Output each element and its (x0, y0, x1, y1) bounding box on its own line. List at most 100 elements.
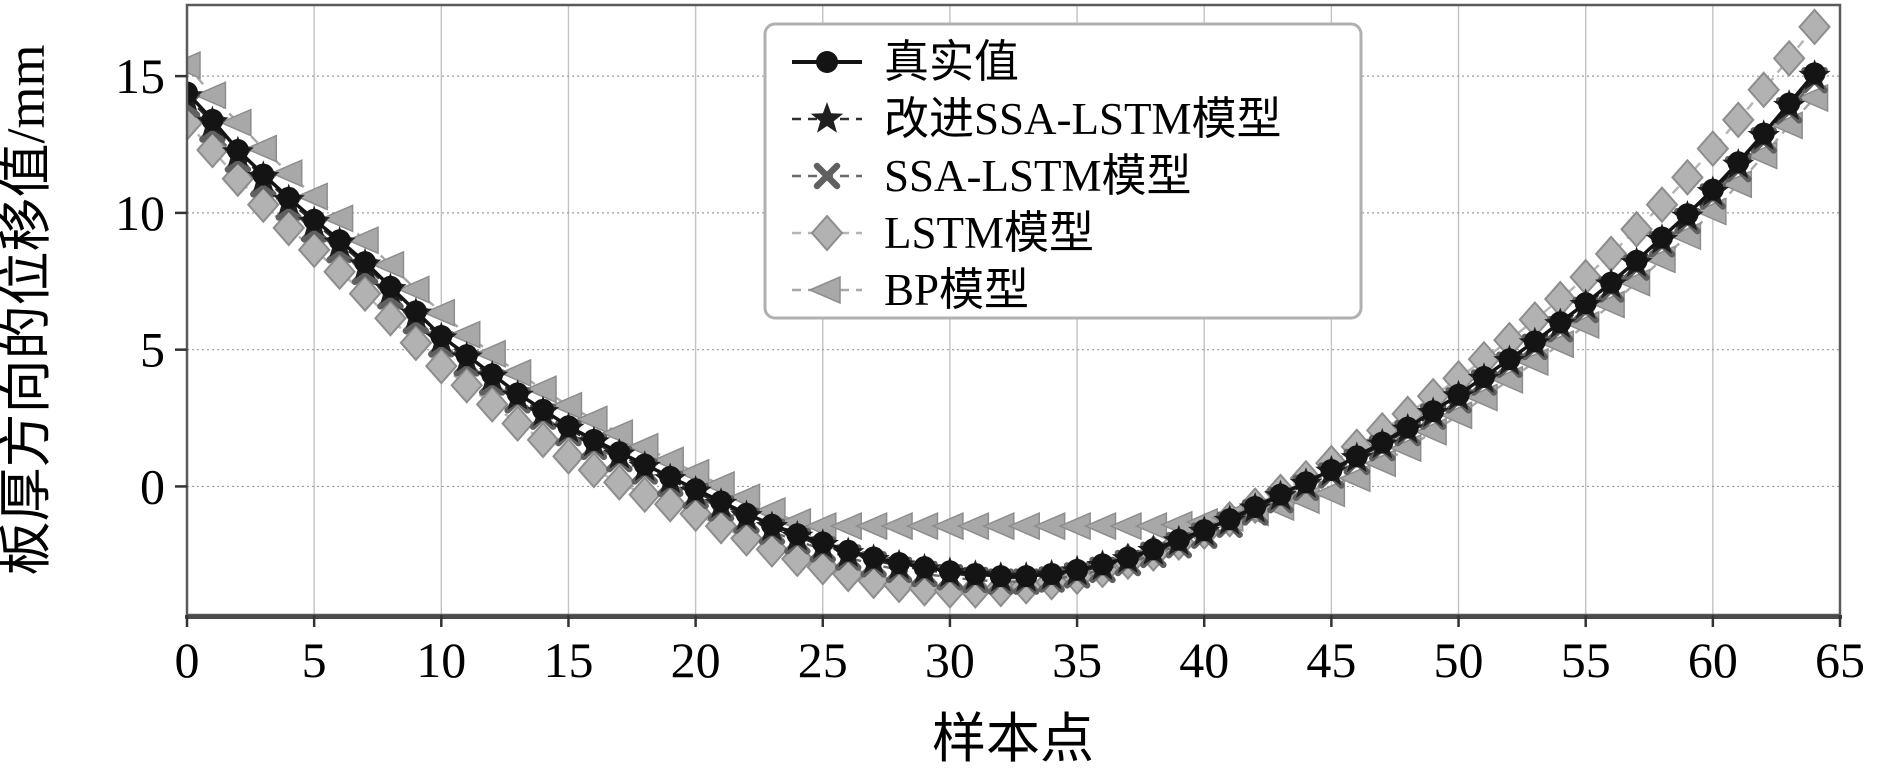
x-tick-label: 35 (1052, 632, 1102, 688)
circle-marker-icon (1396, 416, 1419, 439)
triangle-left-marker-icon (422, 298, 456, 327)
x-marker-icon (813, 162, 841, 190)
legend-label: 真实值 (884, 37, 1019, 87)
series-lstm-markers (187, 8, 1831, 609)
circle-marker-icon (989, 565, 1012, 588)
y-tick-label: 0 (140, 458, 165, 514)
triangle-left-marker-icon (1312, 479, 1346, 508)
x-tick-label: 15 (543, 632, 593, 688)
circle-marker-icon (608, 441, 631, 464)
circle-marker-icon (328, 229, 351, 252)
circle-marker-icon (913, 556, 936, 579)
circle-marker-icon (938, 560, 961, 583)
diamond-marker-icon (1696, 130, 1730, 168)
triangle-left-marker-icon (346, 226, 379, 255)
circle-marker-icon (1193, 519, 1216, 542)
diamond-marker-icon (806, 548, 840, 586)
x-tick-label: 10 (416, 632, 466, 688)
circle-marker-icon (557, 415, 580, 438)
circle-marker-icon (1015, 565, 1038, 588)
diamond-marker-icon (1671, 158, 1704, 196)
circle-marker-icon (303, 208, 326, 231)
triangle-left-marker-icon (320, 204, 354, 233)
series-lstm (187, 8, 1831, 609)
x-tick-label: 0 (175, 632, 200, 688)
diamond-marker-icon (399, 324, 433, 362)
circle-marker-icon (837, 539, 860, 562)
diamond-marker-icon (1620, 210, 1653, 248)
diamond-marker-icon (602, 463, 636, 501)
triangle-left-marker-icon (549, 391, 583, 420)
circle-marker-icon (710, 490, 733, 513)
diamond-marker-icon (272, 209, 306, 247)
circle-marker-icon (1269, 483, 1292, 506)
diamond-marker-icon (628, 476, 662, 514)
x-tick-label: 50 (1434, 632, 1484, 688)
circle-marker-icon (430, 324, 453, 347)
series-true-value-markers (187, 62, 1826, 588)
x-tick-label: 30 (925, 632, 975, 688)
legend-item-true-value: 真实值 (792, 37, 1019, 87)
triangle-left-marker-icon (600, 418, 634, 448)
triangle-left-marker-icon (575, 405, 608, 434)
plot-frame (175, 3, 1842, 627)
y-tick-label: 15 (115, 48, 165, 104)
y-tick-label: 10 (115, 185, 165, 241)
triangle-left-marker-icon (269, 159, 303, 188)
x-tick-label: 40 (1179, 632, 1229, 688)
plot-series (187, 8, 1831, 609)
triangle-left-marker-icon (371, 250, 405, 280)
triangle-left-marker-icon (396, 275, 430, 304)
circle-marker-icon (1320, 459, 1343, 482)
star-marker-icon (810, 102, 844, 133)
circle-marker-icon (1625, 249, 1648, 272)
diamond-marker-icon (1594, 235, 1628, 273)
circle-marker-icon (1447, 383, 1470, 406)
x-axis-title: 样本点 (932, 709, 1094, 769)
circle-marker-icon (277, 186, 300, 209)
legend-label: SSA-LSTM模型 (884, 151, 1192, 201)
circle-marker-icon (226, 138, 249, 161)
circle-marker-icon (1778, 92, 1801, 115)
circle-marker-icon (1803, 62, 1826, 85)
legend-label: LSTM模型 (884, 208, 1094, 258)
diamond-marker-icon (1772, 39, 1806, 77)
circle-marker-icon (1142, 538, 1165, 561)
triangle-left-marker-icon (498, 358, 532, 388)
triangle-left-marker-icon (473, 339, 506, 368)
circle-marker-icon (532, 398, 555, 421)
circle-marker-icon (1345, 445, 1368, 468)
diamond-marker-icon (374, 299, 407, 337)
triangle-left-marker-icon (447, 320, 481, 349)
legend-item-lstm: LSTM模型 (792, 208, 1094, 258)
diamond-marker-icon (348, 275, 382, 313)
diamond-marker-icon (501, 405, 534, 443)
y-tick-label: 5 (140, 322, 165, 378)
x-tick-label: 55 (1561, 632, 1611, 688)
circle-marker-icon (1040, 562, 1063, 585)
triangle-left-marker-icon (808, 275, 841, 305)
circle-marker-icon (659, 465, 682, 488)
diamond-marker-icon (424, 347, 458, 385)
legend-label: BP模型 (884, 265, 1029, 315)
circle-marker-icon (506, 382, 529, 405)
diamond-marker-icon (552, 437, 585, 475)
x-tick-label: 25 (798, 632, 848, 688)
circle-marker-icon (1549, 311, 1572, 334)
circle-marker-icon (1523, 330, 1546, 353)
triangle-left-marker-icon (218, 108, 252, 137)
circle-marker-icon (633, 453, 656, 476)
diamond-marker-icon (1721, 101, 1755, 139)
triangle-left-marker-icon (625, 432, 659, 461)
circle-marker-icon (481, 363, 504, 386)
triangle-left-marker-icon (187, 51, 201, 80)
circle-marker-icon (1066, 558, 1089, 581)
circle-marker-icon (816, 51, 838, 73)
circle-marker-icon (964, 562, 987, 585)
circle-marker-icon (1422, 400, 1445, 423)
circle-marker-icon (1498, 348, 1521, 371)
circle-marker-icon (888, 552, 911, 575)
circle-marker-icon (811, 531, 834, 554)
circle-marker-icon (1244, 495, 1267, 518)
